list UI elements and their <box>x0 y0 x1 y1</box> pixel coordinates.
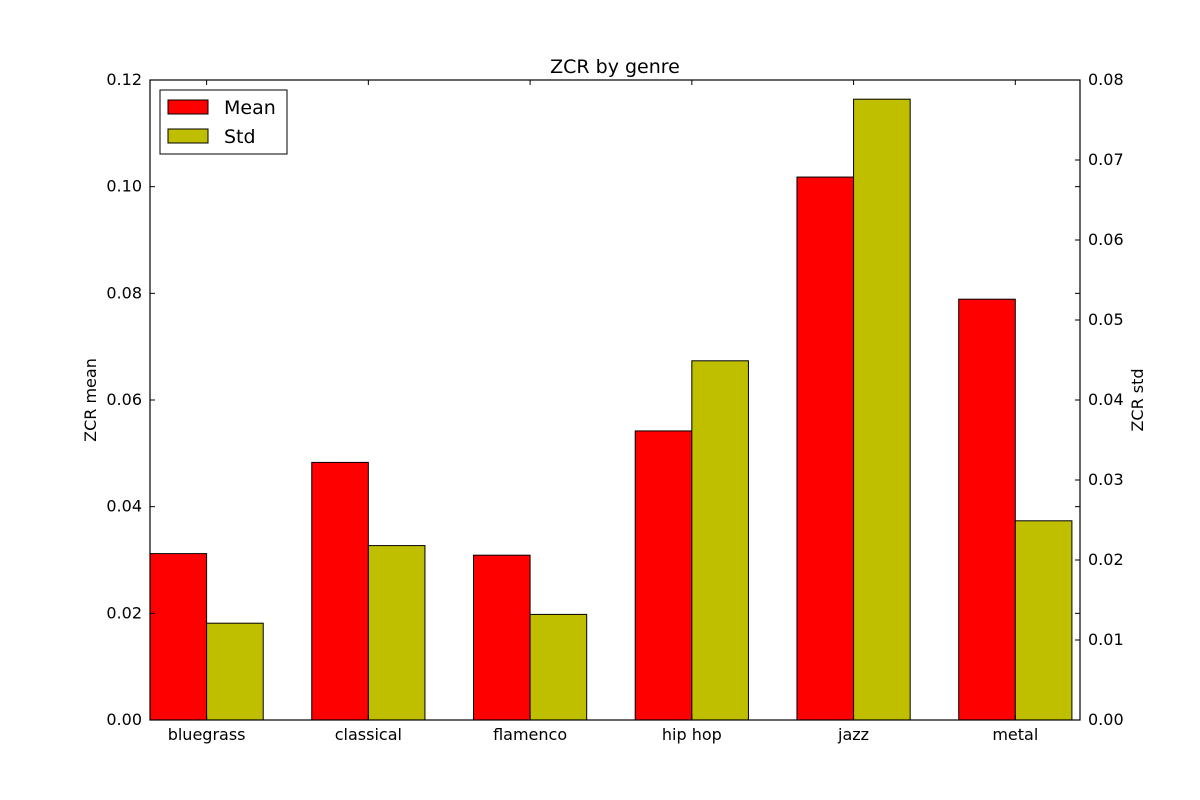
legend-label-mean: Mean <box>224 97 276 119</box>
y-right-tick-label: 0.03 <box>1088 470 1124 489</box>
y-left-tick-label: 0.12 <box>106 70 142 89</box>
legend-swatch-std <box>167 128 209 144</box>
bar-mean-hip-hop <box>634 430 693 721</box>
bar-std-classical <box>367 545 426 721</box>
y-left-tick-label: 0.10 <box>106 177 142 196</box>
legend-label-std: Std <box>224 126 256 148</box>
y-right-tick-label: 0.02 <box>1088 550 1124 569</box>
bar-mean-classical <box>311 461 369 721</box>
bar-std-hip-hop <box>691 360 749 721</box>
bar-mean-metal <box>958 298 1016 721</box>
y-left-tick-label: 0.08 <box>106 283 142 302</box>
plot-frame <box>149 79 1081 721</box>
y-right-tick-label: 0.04 <box>1088 390 1124 409</box>
x-tick-label: jazz <box>837 725 869 744</box>
bar-mean-bluegrass <box>149 553 208 721</box>
y-right-tick-label: 0.07 <box>1088 150 1124 169</box>
y-right-tick-label: 0.01 <box>1088 630 1124 649</box>
bar-group <box>149 98 1073 721</box>
bar-mean-flamenco <box>472 554 531 721</box>
x-tick-label: metal <box>992 725 1038 744</box>
x-tick-label: bluegrass <box>168 725 246 744</box>
x-tick-label: hip hop <box>662 725 722 744</box>
bar-std-flamenco <box>529 613 588 721</box>
y-left-tick-label: 0.04 <box>106 497 142 516</box>
y-axis-left-title: ZCR mean <box>81 358 100 442</box>
bar-mean-jazz <box>796 176 855 721</box>
legend: Mean Std <box>159 89 288 155</box>
chart-title: ZCR by genre <box>550 56 680 78</box>
y-left-tick-label: 0.06 <box>106 390 142 409</box>
bar-std-jazz <box>853 98 911 721</box>
y-right-tick-label: 0.08 <box>1088 70 1124 89</box>
y-left-tick-label: 0.00 <box>106 710 142 729</box>
y-right-tick-label: 0.06 <box>1088 230 1124 249</box>
y-axis-right-title: ZCR std <box>1128 368 1147 431</box>
x-tick-label: classical <box>335 725 402 744</box>
legend-swatch-mean <box>167 99 209 115</box>
y-right-tick-label: 0.05 <box>1088 310 1124 329</box>
tick-group: 0.00 0.02 0.04 0.06 0.08 0.10 0.12 0.00 0.01 0.02… <box>106 70 1123 744</box>
y-right-tick-label: 0.00 <box>1088 710 1124 729</box>
bar-std-bluegrass <box>206 622 264 721</box>
bar-std-metal <box>1014 520 1073 721</box>
x-tick-label: flamenco <box>493 725 567 744</box>
y-left-tick-label: 0.02 <box>106 603 142 622</box>
